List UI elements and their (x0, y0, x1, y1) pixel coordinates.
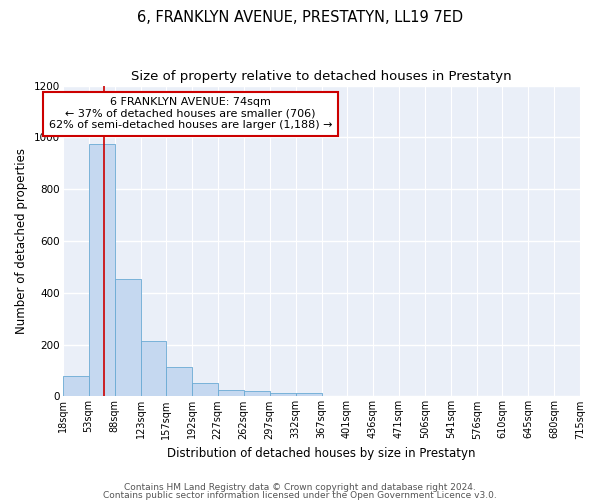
Bar (269, 392, 296, 396)
Text: 6 FRANKLYN AVENUE: 74sqm
← 37% of detached houses are smaller (706)
62% of semi-: 6 FRANKLYN AVENUE: 74sqm ← 37% of detach… (49, 97, 332, 130)
Bar (89, 144, 115, 397)
Text: Contains HM Land Registry data © Crown copyright and database right 2024.: Contains HM Land Registry data © Crown c… (124, 484, 476, 492)
Text: Contains public sector information licensed under the Open Government Licence v3: Contains public sector information licen… (103, 490, 497, 500)
X-axis label: Distribution of detached houses by size in Prestatyn: Distribution of detached houses by size … (167, 447, 476, 460)
Y-axis label: Number of detached properties: Number of detached properties (15, 148, 28, 334)
Bar (62, 376, 89, 396)
Bar (166, 366, 192, 396)
Bar (218, 390, 244, 396)
Bar (192, 384, 218, 396)
Bar (296, 394, 322, 396)
Bar (140, 340, 166, 396)
Text: 6, FRANKLYN AVENUE, PRESTATYN, LL19 7ED: 6, FRANKLYN AVENUE, PRESTATYN, LL19 7ED (137, 10, 463, 25)
Bar (115, 278, 140, 396)
Title: Size of property relative to detached houses in Prestatyn: Size of property relative to detached ho… (131, 70, 512, 83)
Bar (244, 391, 269, 396)
